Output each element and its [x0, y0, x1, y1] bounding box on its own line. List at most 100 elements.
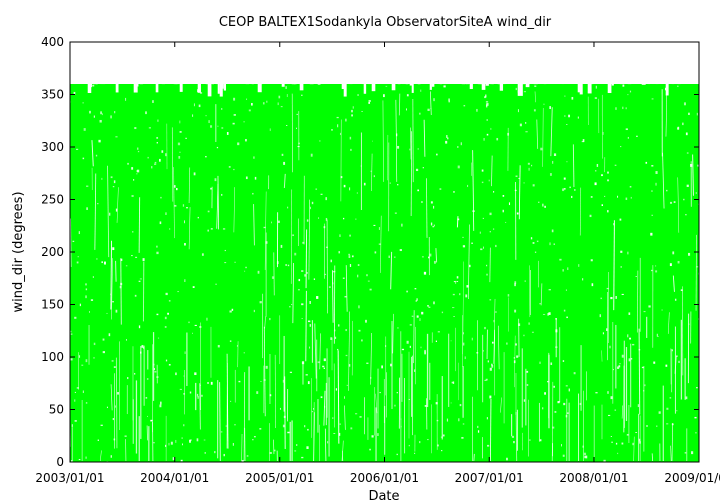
wind-dir-point-gap: [196, 393, 199, 397]
wind-dir-point-gap: [656, 333, 658, 337]
wind-dir-point-gap: [349, 234, 351, 237]
wind-dir-point-gap: [156, 142, 158, 144]
wind-dir-point-gap: [421, 201, 423, 203]
wind-dir-density-gap: [375, 393, 378, 414]
wind-dir-point-gap: [571, 195, 573, 199]
wind-dir-point-gap: [323, 367, 325, 369]
wind-dir-point-gap: [83, 128, 86, 131]
wind-dir-point-gap: [192, 114, 194, 117]
wind-dir-point-gap: [397, 327, 399, 329]
wind-dir-point-gap: [216, 146, 219, 149]
wind-dir-point-gap: [524, 280, 526, 282]
wind-dir-point-gap: [427, 439, 429, 441]
wind-dir-gap-top: [381, 83, 386, 84]
wind-dir-point-gap: [164, 316, 167, 320]
wind-dir-point-gap: [176, 188, 178, 191]
wind-dir-point-gap: [594, 182, 597, 186]
wind-dir-point-gap: [350, 109, 354, 113]
wind-dir-point-gap: [544, 205, 546, 208]
wind-dir-density-gap: [636, 270, 639, 333]
wind-dir-point-gap: [430, 201, 433, 204]
wind-dir-gap-top: [317, 83, 321, 85]
wind-dir-point-gap: [377, 433, 379, 436]
wind-dir-gap-top: [641, 83, 646, 85]
wind-dir-point-gap: [190, 439, 192, 441]
wind-dir-point-gap: [564, 115, 566, 117]
wind-dir-point-gap: [406, 94, 409, 97]
wind-dir-point-gap: [78, 231, 80, 235]
wind-dir-point-gap: [96, 258, 98, 260]
wind-dir-point-gap: [182, 204, 185, 207]
wind-dir-point-gap: [629, 90, 632, 93]
wind-dir-point-gap: [555, 346, 558, 348]
wind-dir-point-gap: [85, 283, 87, 286]
wind-dir-density-gap: [188, 167, 191, 204]
wind-dir-point-gap: [361, 111, 363, 112]
wind-dir-point-gap: [283, 415, 286, 418]
wind-dir-point-gap: [528, 167, 530, 171]
wind-dir-density-gap: [662, 152, 665, 209]
wind-dir-point-gap: [106, 312, 108, 314]
wind-dir-point-gap: [435, 402, 438, 405]
wind-dir-point-gap: [95, 154, 98, 157]
wind-dir-point-gap: [406, 108, 407, 111]
wind-dir-point-gap: [628, 358, 631, 362]
wind-dir-point-gap: [617, 452, 619, 455]
wind-dir-point-gap: [553, 243, 556, 245]
wind-dir-point-gap: [115, 309, 118, 313]
wind-dir-point-gap: [615, 442, 618, 445]
wind-dir-density-gap: [670, 445, 672, 462]
wind-dir-point-gap: [505, 221, 507, 223]
wind-dir-density-gap: [243, 372, 246, 462]
wind-dir-point-gap: [492, 228, 495, 230]
wind-dir-point-gap: [696, 112, 698, 116]
wind-dir-point-gap: [531, 331, 534, 333]
wind-dir-point-gap: [381, 365, 383, 369]
wind-dir-point-gap: [296, 127, 297, 129]
wind-dir-point-gap: [167, 312, 169, 315]
wind-dir-point-gap: [406, 340, 409, 344]
wind-dir-point-gap: [620, 146, 622, 148]
wind-dir-point-gap: [350, 427, 353, 430]
wind-dir-point-gap: [79, 303, 82, 307]
wind-dir-point-gap: [344, 396, 345, 399]
wind-dir-point-gap: [233, 114, 236, 116]
wind-dir-point-gap: [532, 184, 535, 187]
wind-dir-point-gap: [514, 309, 517, 313]
wind-dir-point-gap: [389, 182, 391, 184]
x-axis: 2003/01/01 2004/01/01 2005/01/01 2006/01/01…: [35, 42, 720, 485]
wind-dir-point-gap: [179, 388, 182, 391]
wind-dir-gap-top: [587, 83, 592, 94]
wind-dir-point-gap: [339, 423, 341, 425]
wind-dir-gap-top: [103, 83, 107, 84]
wind-dir-point-gap: [400, 425, 402, 428]
wind-dir-point-gap: [674, 298, 677, 301]
wind-dir-point-gap: [562, 188, 565, 192]
wind-dir-point-gap: [135, 256, 138, 258]
wind-dir-point-gap: [665, 364, 668, 367]
wind-dir-point-gap: [378, 227, 380, 230]
wind-dir-point-gap: [170, 441, 173, 445]
wind-dir-gap-top: [205, 83, 210, 85]
wind-dir-point-gap: [298, 142, 300, 145]
wind-dir-point-gap: [666, 423, 669, 425]
wind-dir-gap-top: [177, 83, 181, 84]
wind-dir-gap-top: [647, 83, 651, 85]
wind-dir-point-gap: [259, 301, 262, 304]
wind-dir-point-gap: [420, 89, 422, 92]
wind-dir-point-gap: [441, 450, 443, 452]
wind-dir-gap-top: [115, 83, 119, 93]
wind-dir-point-gap: [485, 101, 489, 103]
wind-dir-gap-top: [607, 83, 612, 94]
wind-dir-gap-top: [237, 83, 241, 84]
wind-dir-gap-top: [141, 83, 144, 85]
wind-dir-point-gap: [193, 172, 196, 176]
wind-dir-density-gap: [498, 325, 500, 370]
wind-dir-point-gap: [356, 192, 358, 194]
wind-dir-point-gap: [197, 216, 199, 219]
wind-dir-point-gap: [99, 119, 102, 123]
wind-dir-density-gap: [219, 382, 221, 462]
wind-dir-point-gap: [110, 115, 112, 119]
wind-dir-point-gap: [278, 220, 280, 223]
wind-dir-point-gap: [531, 164, 533, 167]
